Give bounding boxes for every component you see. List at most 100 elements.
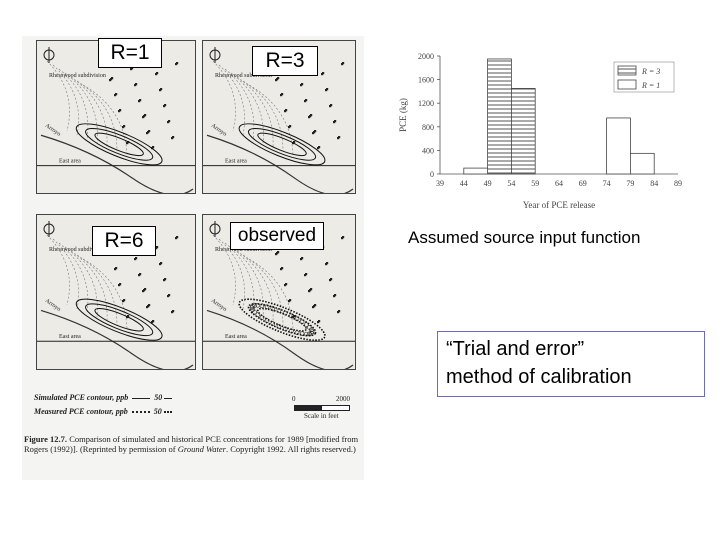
label-r3: R=3: [252, 46, 318, 76]
well-marker: [308, 116, 311, 119]
x-tick-label: 44: [460, 179, 468, 188]
well-marker: [134, 258, 137, 261]
x-axis-label: Year of PCE release: [523, 200, 595, 210]
observation-marker: [252, 303, 257, 308]
label-r1: R=1: [98, 38, 162, 68]
well-marker: [142, 116, 145, 119]
x-tick-label: 39: [436, 179, 444, 188]
map-label-subdivision: Rhesswood subdivision: [49, 73, 106, 79]
street-line: [46, 60, 70, 132]
y-tick-label: 2000: [418, 52, 434, 61]
street-line: [70, 250, 108, 322]
well-marker: [122, 300, 125, 303]
street-line: [242, 254, 284, 326]
legend-swatch: [617, 79, 637, 90]
well-marker: [317, 321, 320, 324]
plume-contour: [85, 303, 154, 337]
observation-marker: [299, 319, 305, 325]
map-label-arroyo: Arroyo: [44, 298, 62, 313]
map-label-subdivision: Rhesswood subdivision: [215, 247, 272, 253]
street-line: [218, 238, 245, 310]
observation-marker: [259, 315, 265, 320]
well-marker: [163, 279, 166, 282]
legend-measured: Measured PCE contour, ppb 50: [34, 407, 172, 416]
street-line: [236, 250, 274, 322]
well-marker: [138, 100, 141, 103]
well-marker: [138, 274, 141, 277]
arroyo-line: [40, 309, 194, 369]
y-tick-label: 0: [430, 170, 434, 179]
bar: [463, 167, 489, 175]
map-label-east-area: East area: [59, 334, 81, 340]
well-marker: [341, 237, 344, 240]
x-tick-label: 69: [579, 179, 587, 188]
well-marker: [280, 94, 283, 97]
well-marker: [134, 84, 137, 87]
caption-figure-number: Figure 12.7.: [24, 434, 68, 444]
arroyo-line: [206, 134, 354, 193]
well-marker: [167, 121, 170, 124]
label-r6: R=6: [92, 226, 156, 256]
street-line: [76, 80, 118, 152]
well-marker: [321, 73, 324, 76]
observation-marker: [299, 331, 305, 336]
contour-map-r6: Rhesswood subdivision East area Arroyo: [37, 221, 195, 369]
x-tick-label: 54: [507, 179, 515, 188]
plume-contour: [94, 308, 144, 332]
well-marker: [280, 268, 283, 271]
plume-contour: [85, 128, 154, 161]
caption-text-1: Comparison of simulated and historical P…: [24, 434, 359, 454]
map-label-east-area: East area: [225, 334, 247, 340]
map-label-east-area: East area: [225, 159, 247, 165]
observation-marker: [307, 331, 312, 337]
well-marker: [175, 237, 178, 240]
map-label-arroyo: Arroyo: [210, 123, 228, 138]
observation-marker: [289, 313, 294, 319]
street-line: [224, 68, 255, 140]
legend-swatch: [617, 65, 637, 76]
plume-contour: [257, 307, 308, 332]
well-marker: [118, 110, 121, 113]
legend-box: [613, 61, 675, 93]
trial-line-2: method of calibration: [446, 366, 632, 388]
well-marker: [167, 295, 170, 298]
plume-contour: [247, 303, 317, 337]
y-tick-label: 800: [422, 123, 434, 132]
well-marker: [171, 311, 174, 314]
street-line: [82, 258, 128, 330]
x-tick-label: 79: [626, 179, 634, 188]
observation-marker: [264, 304, 270, 310]
well-marker: [155, 73, 158, 76]
arroyo-line: [206, 309, 354, 369]
well-marker: [118, 284, 121, 287]
well-marker: [288, 300, 291, 303]
well-marker: [337, 137, 340, 140]
street-line: [236, 76, 274, 148]
well-marker: [151, 321, 154, 324]
caption-text-2: . Copyright 1992. All rights reserved.): [225, 444, 356, 454]
well-marker: [300, 84, 303, 87]
well-marker: [146, 132, 149, 135]
trial-and-error-box: “Trial and error” method of calibration: [437, 331, 705, 397]
scale-unit: Scale in feet: [304, 412, 339, 420]
street-line: [82, 84, 128, 156]
street-line: [248, 84, 294, 156]
observation-marker: [270, 321, 276, 326]
observation-marker: [259, 303, 265, 309]
observation-marker: [255, 312, 261, 318]
bar: [606, 117, 631, 175]
street-line: [58, 242, 89, 314]
x-tick-label: 74: [603, 179, 611, 188]
label-observed: observed: [230, 222, 324, 250]
plume-contour: [238, 298, 326, 342]
bar-chart-svg: 0 400 800 1200 1600 2000 39 44 49 54 59 64 69 74 79 84 8…: [398, 52, 682, 210]
well-marker: [288, 126, 291, 129]
well-marker: [304, 274, 307, 277]
observation-marker: [294, 330, 300, 335]
well-marker: [142, 290, 145, 293]
observation-marker: [304, 322, 309, 328]
map-label-east-area: East area: [59, 159, 81, 165]
street-line: [212, 60, 236, 132]
well-marker: [114, 94, 117, 97]
bar: [629, 152, 655, 175]
